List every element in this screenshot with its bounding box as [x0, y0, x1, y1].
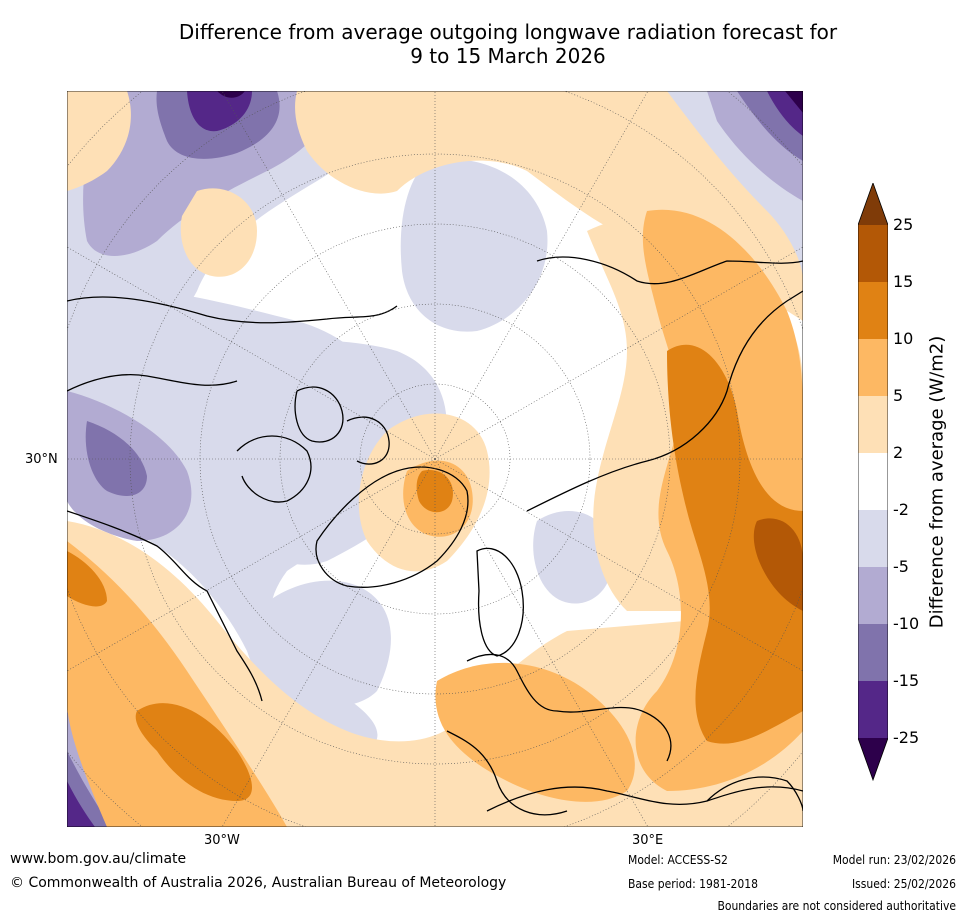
- graticule: [67, 91, 803, 827]
- anomaly-plus2-west-pacific: [180, 188, 257, 277]
- footer-copyright: © Commonwealth of Australia 2026, Austra…: [10, 875, 507, 891]
- anomaly-minus2-siberia: [533, 511, 613, 604]
- map-title: Difference from average outgoing longwav…: [66, 20, 950, 68]
- graticule-lon-30w: [221, 458, 436, 827]
- anomaly-plus10-asia: [667, 344, 803, 744]
- lon-label-30e: 30°E: [632, 833, 664, 848]
- colorbar-bin-neutral: [858, 453, 888, 510]
- coast-europe: [446, 653, 672, 816]
- polar-anomaly-map: [67, 91, 803, 827]
- title-line-2: 9 to 15 March 2026: [410, 44, 606, 68]
- coastlines: [67, 256, 803, 816]
- anomaly-plus5-europe: [435, 662, 635, 802]
- colorbar-bin-m2-m5: [858, 510, 888, 567]
- colorbar-bin-15-25: [858, 225, 888, 282]
- footer-disclaimer: Boundaries are not considered authoritat…: [717, 899, 956, 913]
- coast-greenland: [315, 466, 469, 588]
- colorbar-bin-2-5: [858, 396, 888, 453]
- coast-arabia: [706, 776, 803, 812]
- anomaly-minus15-sw-corner: [67, 781, 95, 827]
- coast-russia-arctic: [526, 290, 803, 512]
- anomaly-minus2-atlantic: [254, 580, 391, 706]
- colorbar-tick: -25: [893, 728, 920, 747]
- anomaly-minus25-ne-corner: [785, 91, 803, 113]
- graticule-lon-150w: [221, 91, 436, 460]
- colorbar-tick: 5: [893, 386, 904, 405]
- anomaly-minus2-arctic: [400, 159, 548, 332]
- footer-base-period: Base period: 1981-2018: [628, 877, 759, 891]
- coast-north-america: [67, 296, 398, 702]
- anomaly-plus10-atlantic: [135, 703, 252, 801]
- anomaly-minus25-pacific: [217, 91, 245, 98]
- colorbar-extend-top: [858, 183, 888, 225]
- anomaly-plus2-north-pacific: [295, 91, 803, 321]
- coast-alaska: [67, 374, 238, 392]
- graticule-lon-30e: [434, 458, 649, 827]
- colorbar-tick: -5: [893, 557, 909, 576]
- coast-hudson-bay: [236, 435, 312, 503]
- anomaly-plus10-greenland: [416, 470, 453, 513]
- colorbar-extend-bottom: [858, 738, 888, 780]
- colorbar: [858, 183, 888, 781]
- colorbar-tick: 25: [893, 215, 914, 234]
- colorbar-bin-m10-m15: [858, 624, 888, 681]
- colorbar-bin-5-10: [858, 339, 888, 396]
- colorbar-bin-10-15: [858, 282, 888, 339]
- colorbar-tick: -2: [893, 500, 909, 519]
- coast-scandinavia: [476, 547, 524, 657]
- colorbar-tick: -15: [893, 671, 920, 690]
- coast-africa-north: [486, 786, 803, 812]
- colorbar-tick: 2: [893, 443, 904, 462]
- anomaly-plus2-north-pacific-edge: [67, 91, 131, 191]
- anomaly-minus15-pacific: [187, 91, 252, 132]
- title-line-1: Difference from average outgoing longwav…: [178, 20, 838, 44]
- coast-canadian-archipelago: [294, 386, 390, 465]
- lon-label-30w: 30°W: [204, 833, 240, 848]
- colorbar-tick: 10: [893, 329, 914, 348]
- anomaly-minus15-ne-corner: [767, 91, 803, 136]
- graticule-50n: [129, 153, 741, 765]
- colorbar-title: Difference from average (W/m2): [926, 335, 948, 629]
- anomaly-minus10-canada: [85, 421, 147, 496]
- anomaly-plus10-atlantic-west: [67, 551, 107, 607]
- colorbar-outline: [858, 183, 888, 781]
- footer-website: www.bom.gov.au/climate: [10, 851, 187, 867]
- footer-model: Model: ACCESS-S2: [628, 853, 728, 867]
- colorbar-bin-m5-m10: [858, 567, 888, 624]
- colorbar-tick: 15: [893, 272, 914, 291]
- colorbar-bin-m15-m25: [858, 681, 888, 738]
- colorbar-tick: -10: [893, 614, 920, 633]
- graticule-lon-150e: [434, 91, 649, 460]
- anomaly-plus15-asia: [753, 518, 803, 611]
- footer-model-run: Model run: 23/02/2026: [832, 853, 956, 867]
- coast-siberia-east: [536, 256, 803, 285]
- footer-issued: Issued: 25/02/2026: [851, 877, 956, 891]
- lat-label-30n: 30°N: [25, 452, 58, 467]
- graticule-70n: [279, 303, 591, 615]
